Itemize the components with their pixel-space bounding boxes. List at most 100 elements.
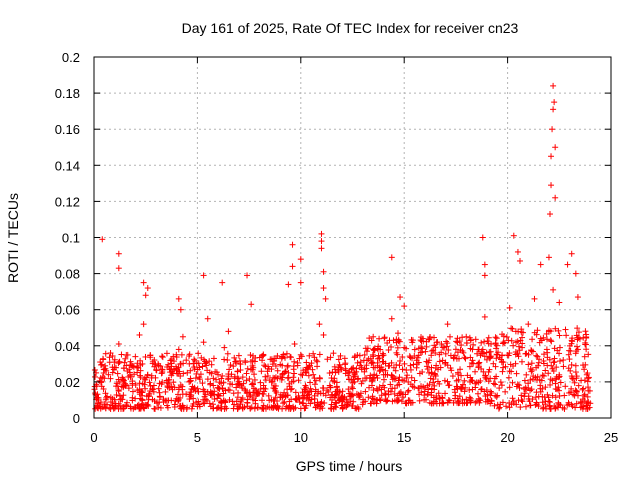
- data-point: [581, 366, 588, 373]
- data-point: [551, 345, 558, 352]
- y-tick-label: 0.16: [55, 122, 80, 137]
- data-point: [532, 401, 539, 408]
- data-point: [451, 386, 458, 393]
- data-point: [494, 351, 501, 358]
- data-point: [481, 338, 488, 345]
- data-point: [150, 382, 157, 389]
- data-point: [102, 390, 109, 397]
- data-point: [112, 400, 119, 407]
- data-point: [236, 404, 243, 411]
- data-point: [442, 360, 449, 367]
- data-point: [416, 391, 423, 398]
- data-point: [585, 387, 592, 394]
- data-point: [534, 373, 541, 380]
- data-point: [495, 405, 502, 412]
- data-point: [97, 399, 104, 406]
- data-point: [517, 257, 524, 264]
- data-point: [175, 346, 182, 353]
- data-point: [294, 359, 301, 366]
- data-point: [574, 346, 581, 353]
- data-point: [241, 386, 248, 393]
- data-point: [455, 376, 462, 383]
- data-point: [311, 399, 318, 406]
- data-point: [376, 355, 383, 362]
- data-point: [483, 349, 490, 356]
- data-point: [221, 405, 228, 412]
- data-point: [354, 376, 361, 383]
- data-point: [459, 396, 466, 403]
- data-point: [475, 395, 482, 402]
- data-point: [381, 384, 388, 391]
- data-point: [239, 374, 246, 381]
- data-point: [303, 359, 310, 366]
- y-axis-label: ROTI / TECUs: [5, 193, 21, 283]
- data-point: [467, 398, 474, 405]
- data-point: [100, 386, 107, 393]
- data-point: [142, 292, 149, 299]
- data-point: [445, 346, 452, 353]
- data-point: [397, 294, 404, 301]
- data-point: [206, 400, 213, 407]
- data-point: [251, 376, 258, 383]
- data-point: [207, 403, 214, 410]
- data-point: [533, 352, 540, 359]
- data-point: [127, 374, 134, 381]
- data-point: [503, 333, 510, 340]
- data-point: [544, 354, 551, 361]
- data-point: [142, 385, 149, 392]
- data-point: [483, 387, 490, 394]
- data-point: [553, 375, 560, 382]
- data-point: [336, 361, 343, 368]
- data-point: [183, 391, 190, 398]
- data-point: [552, 394, 559, 401]
- x-tick-label: 15: [397, 430, 411, 445]
- data-point: [304, 364, 311, 371]
- data-point: [200, 400, 207, 407]
- data-point: [574, 325, 581, 332]
- data-point: [423, 363, 430, 370]
- data-point: [408, 374, 415, 381]
- data-point: [246, 375, 253, 382]
- data-point: [266, 377, 273, 384]
- data-point: [428, 370, 435, 377]
- data-point: [508, 325, 515, 332]
- data-point: [303, 368, 310, 375]
- data-point: [203, 359, 210, 366]
- data-point: [91, 383, 98, 390]
- data-point: [92, 373, 99, 380]
- data-point: [244, 272, 251, 279]
- data-point: [363, 362, 370, 369]
- data-point: [199, 380, 206, 387]
- data-point: [462, 355, 469, 362]
- data-point: [509, 379, 516, 386]
- data-point: [432, 371, 439, 378]
- data-point: [284, 363, 291, 370]
- data-point: [514, 350, 521, 357]
- data-point: [152, 405, 159, 412]
- data-point: [415, 385, 422, 392]
- data-point: [290, 405, 297, 412]
- data-point: [199, 363, 206, 370]
- data-point: [396, 362, 403, 369]
- data-point: [324, 356, 331, 363]
- data-point: [262, 373, 269, 380]
- data-point: [467, 337, 474, 344]
- data-point: [577, 404, 584, 411]
- data-point: [282, 368, 289, 375]
- data-point: [481, 272, 488, 279]
- data-point: [478, 386, 485, 393]
- data-point: [500, 339, 507, 346]
- data-point: [232, 358, 239, 365]
- data-point: [189, 403, 196, 410]
- data-point: [407, 381, 414, 388]
- data-point: [134, 369, 141, 376]
- data-point: [376, 364, 383, 371]
- data-point: [368, 400, 375, 407]
- data-point: [131, 371, 138, 378]
- data-point: [436, 351, 443, 358]
- data-point: [499, 331, 506, 338]
- data-point: [539, 372, 546, 379]
- data-point: [208, 390, 215, 397]
- data-point: [191, 357, 198, 364]
- data-point: [365, 394, 372, 401]
